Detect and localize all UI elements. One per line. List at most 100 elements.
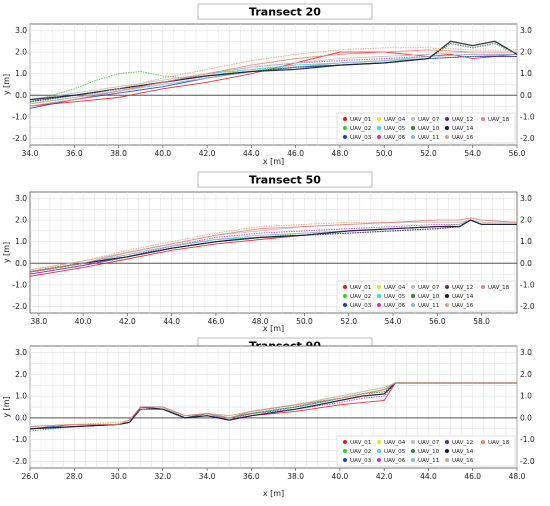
legend-label-uav_03: UAV_03 (350, 458, 372, 464)
y-tick-label-right: 2.0 (520, 216, 532, 225)
legend: UAV_01 UAV_02 UAV_03 UAV_04 UAV_05 UAV_06 UAV_… (336, 435, 516, 467)
series-line-uav_18 (29, 217, 518, 273)
legend-label-uav_18: UAV_18 (488, 117, 510, 123)
legend-marker-uav_03 (343, 458, 347, 462)
x-tick-label: 48.0 (509, 472, 526, 481)
legend-label-uav_18: UAV_18 (488, 440, 510, 446)
x-tick-label: 42.0 (119, 317, 136, 326)
legend-marker-uav_10 (411, 126, 415, 130)
x-tick-label: 44.0 (243, 149, 260, 158)
legend-marker-uav_07 (411, 117, 415, 121)
y-tick-label-right: -1.0 (520, 435, 535, 444)
legend-marker-uav_05 (377, 126, 381, 130)
series-line-uav_12 (29, 55, 517, 103)
legend-label-uav_16: UAV_16 (452, 135, 474, 141)
x-tick-label: 54.0 (464, 149, 481, 158)
x-tick-label: 42.0 (376, 472, 393, 481)
y-tick-label-right: -2.0 (520, 457, 535, 466)
legend-box (336, 435, 516, 467)
y-tick-label-left: 2.0 (15, 48, 27, 57)
y-tick-label-right: 3.0 (520, 194, 532, 203)
series-line-uav_07 (29, 51, 517, 101)
y-tick-label-left: -2.0 (12, 302, 27, 311)
y-tick-label-right: 0.0 (520, 259, 532, 268)
y-tick-label-right: -1.0 (520, 280, 535, 289)
legend: UAV_01 UAV_02 UAV_03 UAV_04 UAV_05 UAV_06 UAV_… (336, 280, 516, 312)
y-tick-label-left: 2.0 (15, 216, 27, 225)
y-tick-label-right: -1.0 (520, 112, 535, 121)
legend-label-uav_16: UAV_16 (452, 458, 474, 464)
x-tick-label: 42.0 (199, 149, 216, 158)
y-tick-label-left: -2.0 (12, 134, 27, 143)
legend-marker-uav_07 (411, 440, 415, 444)
y-tick-label-right: 0.0 (520, 413, 532, 422)
y-tick-label-left: 1.0 (15, 237, 27, 246)
legend-marker-uav_11 (411, 458, 415, 462)
legend-marker-uav_06 (377, 135, 381, 139)
legend-marker-uav_02 (343, 449, 347, 453)
legend-marker-uav_06 (377, 458, 381, 462)
legend-label-uav_01: UAV_01 (350, 285, 372, 291)
x-tick-label: 52.0 (340, 317, 357, 326)
series-line-uav_14 (29, 219, 517, 273)
x-tick-label: 30.0 (110, 472, 127, 481)
y-tick-label-left: 0.0 (15, 91, 27, 100)
x-tick-label: 38.0 (31, 317, 48, 326)
x-tick-label: 48.0 (332, 149, 349, 158)
x-tick-label: 38.0 (287, 472, 304, 481)
legend-marker-uav_05 (377, 294, 381, 298)
legend: UAV_01 UAV_02 UAV_03 UAV_04 UAV_05 UAV_06 UAV_… (336, 112, 516, 144)
series-line-uav_16 (29, 47, 517, 105)
series-line-uav_18 (29, 49, 517, 107)
x-tick-label: 26.0 (22, 472, 39, 481)
legend-marker-uav_16 (445, 458, 449, 462)
y-tick-label-left: 1.0 (15, 392, 27, 401)
legend-marker-uav_10 (411, 294, 415, 298)
legend-marker-uav_12 (445, 117, 449, 121)
x-tick-label: 46.0 (464, 472, 481, 481)
y-tick-label-right: -2.0 (520, 134, 535, 143)
y-axis-label: y [m] (2, 396, 11, 417)
legend-marker-uav_12 (445, 285, 449, 289)
chart-title: Transect 20 (249, 6, 321, 19)
legend-label-uav_10: UAV_10 (418, 449, 440, 455)
legend-label-uav_10: UAV_10 (418, 126, 440, 132)
legend-label-uav_10: UAV_10 (418, 294, 440, 300)
x-axis-label: x [m] (263, 324, 284, 333)
legend-label-uav_12: UAV_12 (452, 440, 473, 446)
legend-label-uav_05: UAV_05 (384, 449, 406, 455)
legend-label-uav_01: UAV_01 (350, 117, 372, 123)
x-tick-label: 38.0 (110, 149, 127, 158)
legend-marker-uav_14 (445, 294, 449, 298)
x-tick-label: 50.0 (296, 317, 313, 326)
legend-marker-uav_18 (481, 117, 485, 121)
x-tick-label: 46.0 (287, 149, 304, 158)
legend-marker-uav_04 (377, 117, 381, 121)
legend-label-uav_07: UAV_07 (418, 117, 440, 123)
x-tick-label: 34.0 (199, 472, 216, 481)
legend-label-uav_03: UAV_03 (350, 303, 372, 309)
chart-panel-1: Transect 50 38.0 40.0 42.0 44.0 46.0 48.0 50.0 5… (2, 171, 535, 333)
legend-marker-uav_14 (445, 126, 449, 130)
x-tick-label: 58.0 (473, 317, 490, 326)
legend-marker-uav_06 (377, 303, 381, 307)
x-tick-label: 52.0 (420, 149, 437, 158)
legend-marker-uav_01 (343, 117, 347, 121)
x-tick-label: 54.0 (385, 317, 402, 326)
legend-label-uav_12: UAV_12 (452, 117, 473, 123)
y-tick-label-right: 2.0 (520, 48, 532, 57)
y-axis-label: y [m] (2, 74, 11, 95)
legend-label-uav_04: UAV_04 (384, 440, 406, 446)
legend-marker-uav_04 (377, 285, 381, 289)
y-tick-label-right: 0.0 (520, 91, 532, 100)
x-tick-label: 50.0 (376, 149, 393, 158)
legend-marker-uav_01 (343, 285, 347, 289)
legend-marker-uav_11 (411, 303, 415, 307)
y-axis-label: y [m] (2, 242, 11, 263)
legend-marker-uav_03 (343, 135, 347, 139)
x-tick-label: 40.0 (75, 317, 92, 326)
legend-label-uav_05: UAV_05 (384, 126, 406, 132)
x-axis-label: x [m] (263, 157, 284, 166)
x-tick-label: 36.0 (66, 149, 83, 158)
